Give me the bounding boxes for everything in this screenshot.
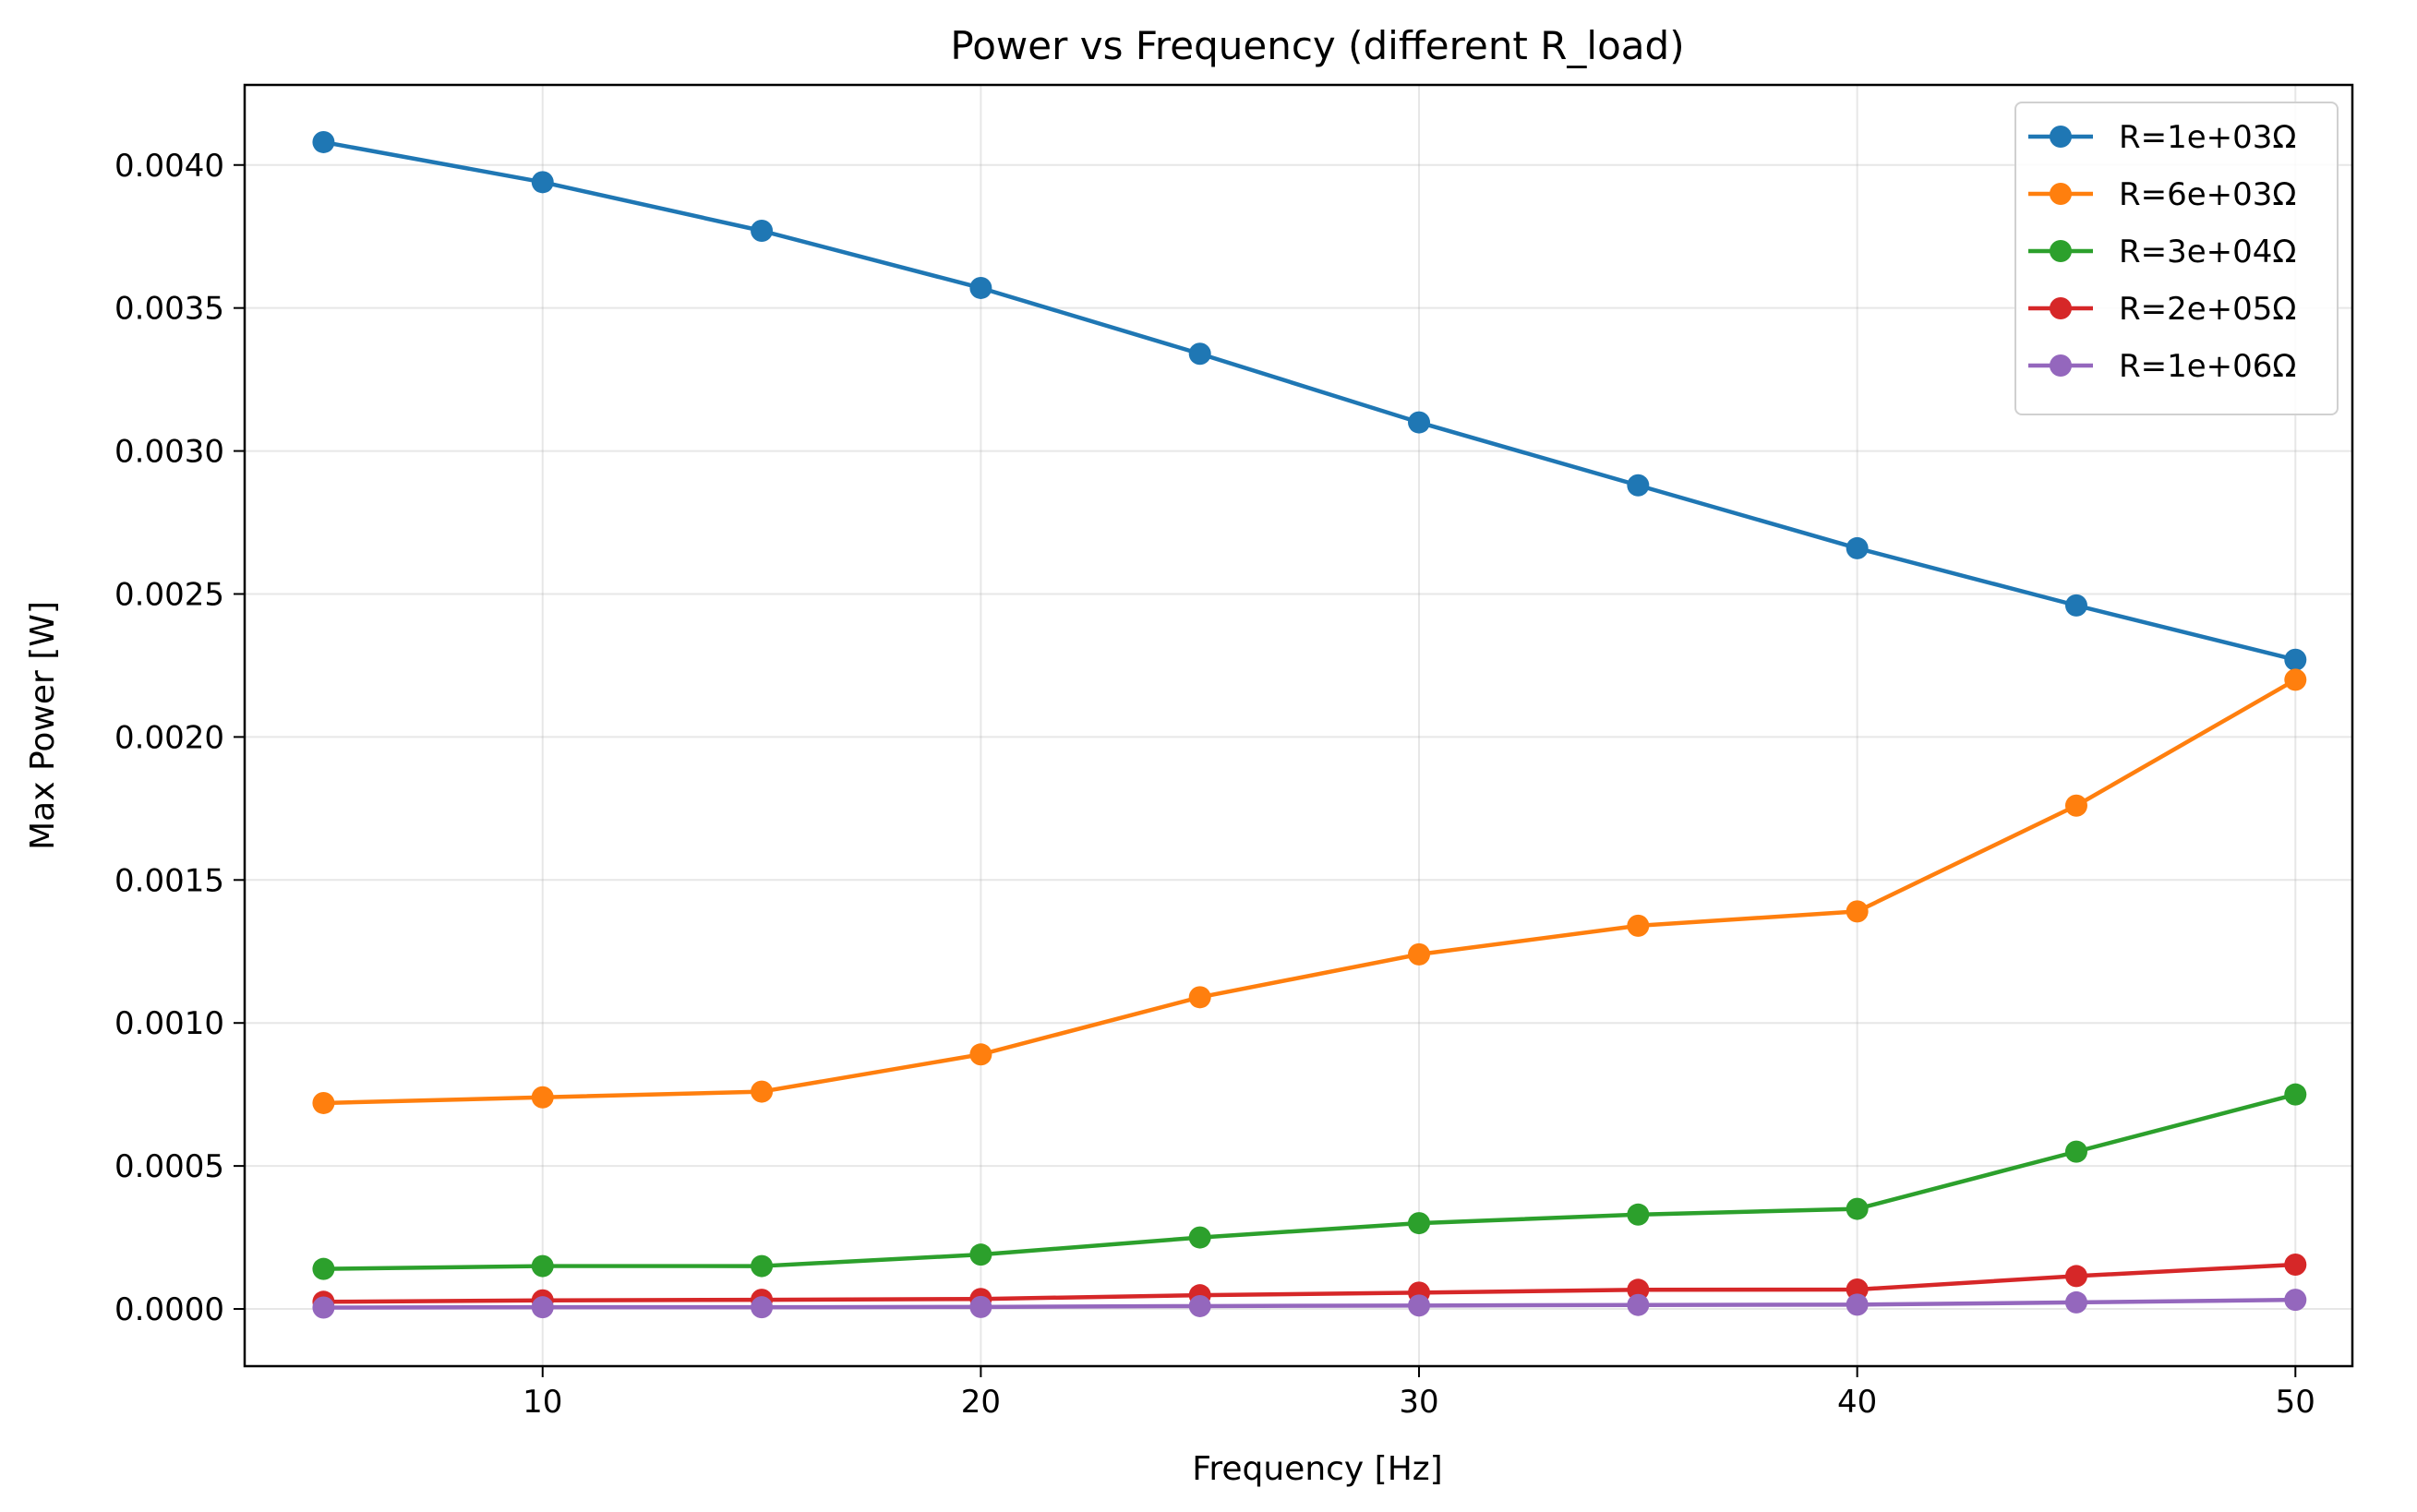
data-point xyxy=(751,1254,774,1278)
data-point xyxy=(1188,342,1211,366)
legend-label: R=3e+04Ω xyxy=(2119,234,2296,270)
legend: R=1e+03Ω R=6e+03Ω R=3e+04Ω R=2e+05Ω R=1e+06Ω xyxy=(2014,102,2339,415)
x-tick-label: 10 xyxy=(523,1384,562,1421)
data-point xyxy=(2284,668,2307,691)
data-point xyxy=(969,1043,992,1066)
data-point xyxy=(1846,1278,1869,1301)
y-axis-ticks: 0.0000 0.0005 0.0010 0.0015 0.0020 0.0025 0.00… xyxy=(114,148,245,1328)
data-point xyxy=(1188,986,1211,1009)
data-point xyxy=(1408,1212,1431,1235)
data-point xyxy=(751,1296,774,1319)
series-line xyxy=(323,1262,2296,1304)
y-tick-label: 0.0010 xyxy=(114,1005,224,1042)
data-point xyxy=(531,171,554,194)
data-point xyxy=(2064,594,2087,617)
data-point xyxy=(312,1296,335,1319)
data-point xyxy=(531,1086,554,1109)
x-tick-label: 50 xyxy=(2276,1384,2315,1421)
series-3 xyxy=(312,1083,2307,1280)
legend-item: R=2e+05Ω xyxy=(2028,291,2296,328)
series-line xyxy=(323,678,2297,1106)
legend-label: R=2e+05Ω xyxy=(2119,291,2296,328)
x-tick-label: 30 xyxy=(1399,1384,1438,1421)
series-line xyxy=(323,1297,2296,1310)
legend-label: R=1e+06Ω xyxy=(2119,348,2296,385)
data-point xyxy=(1408,1294,1431,1317)
y-tick-label: 0.0025 xyxy=(114,576,224,613)
legend-item: R=1e+06Ω xyxy=(2028,348,2296,385)
data-point xyxy=(531,1296,554,1319)
x-axis-ticks: 10 20 30 40 50 xyxy=(523,1366,2315,1421)
legend-label: R=6e+03Ω xyxy=(2119,176,2296,213)
legend-box xyxy=(2014,102,2339,415)
data-point xyxy=(2064,794,2087,817)
data-point xyxy=(312,1257,335,1280)
data-point xyxy=(1846,1293,1869,1316)
legend-item: R=1e+03Ω xyxy=(2028,119,2296,156)
y-tick-label: 0.0040 xyxy=(114,148,224,185)
legend-item: R=3e+04Ω xyxy=(2028,234,2296,270)
data-point xyxy=(969,276,992,299)
data-point xyxy=(2284,1289,2307,1312)
plot-frame xyxy=(243,83,2354,1368)
series-line xyxy=(323,1092,2296,1271)
data-point xyxy=(1627,474,1650,497)
data-point xyxy=(1188,1226,1211,1249)
series-5 xyxy=(312,1289,2307,1319)
legend-label: R=1e+03Ω xyxy=(2119,119,2296,156)
legend-marker xyxy=(2050,240,2072,262)
series-line xyxy=(323,139,2296,662)
legend-marker xyxy=(2050,297,2072,319)
data-point xyxy=(2064,1290,2087,1314)
data-point xyxy=(2284,1254,2307,1277)
data-point xyxy=(1627,1293,1650,1316)
y-tick-label: 0.0020 xyxy=(114,719,224,756)
y-tick-label: 0.0035 xyxy=(114,291,224,328)
data-point xyxy=(969,1295,992,1318)
data-point xyxy=(969,1243,992,1266)
y-axis-label: Max Power [W] xyxy=(24,601,62,850)
series-layer xyxy=(312,130,2307,1319)
data-point xyxy=(1627,1203,1650,1226)
y-tick-label: 0.0000 xyxy=(114,1291,224,1328)
data-point xyxy=(751,1080,774,1103)
data-point xyxy=(2064,1140,2087,1163)
y-tick-label: 0.0030 xyxy=(114,434,224,471)
data-point xyxy=(1627,914,1650,937)
data-point xyxy=(1846,1197,1869,1220)
data-point xyxy=(312,130,335,153)
series-2 xyxy=(312,668,2307,1114)
data-point xyxy=(1408,942,1431,966)
data-point xyxy=(2284,648,2307,671)
series-1 xyxy=(312,130,2307,671)
x-axis-label: Frequency [Hz] xyxy=(1192,1450,1442,1488)
data-point xyxy=(2284,1083,2307,1106)
data-point xyxy=(1408,411,1431,434)
data-point xyxy=(531,1254,554,1278)
data-point xyxy=(312,1091,335,1114)
legend-item: R=6e+03Ω xyxy=(2028,176,2296,213)
data-point xyxy=(1846,900,1869,923)
x-tick-label: 40 xyxy=(1837,1384,1877,1421)
chart-title: Power vs Frequency (different R_load) xyxy=(950,23,1684,68)
legend-marker xyxy=(2050,183,2072,205)
x-tick-label: 20 xyxy=(961,1384,1001,1421)
data-point xyxy=(1188,1294,1211,1317)
y-tick-label: 0.0015 xyxy=(114,862,224,899)
data-point xyxy=(1627,1278,1650,1302)
grid-lines xyxy=(245,85,2352,1366)
data-point xyxy=(1846,536,1869,559)
legend-marker xyxy=(2050,354,2072,377)
data-point xyxy=(751,220,774,243)
legend-marker xyxy=(2050,126,2072,148)
y-tick-label: 0.0005 xyxy=(114,1148,224,1185)
data-point xyxy=(2064,1265,2087,1288)
